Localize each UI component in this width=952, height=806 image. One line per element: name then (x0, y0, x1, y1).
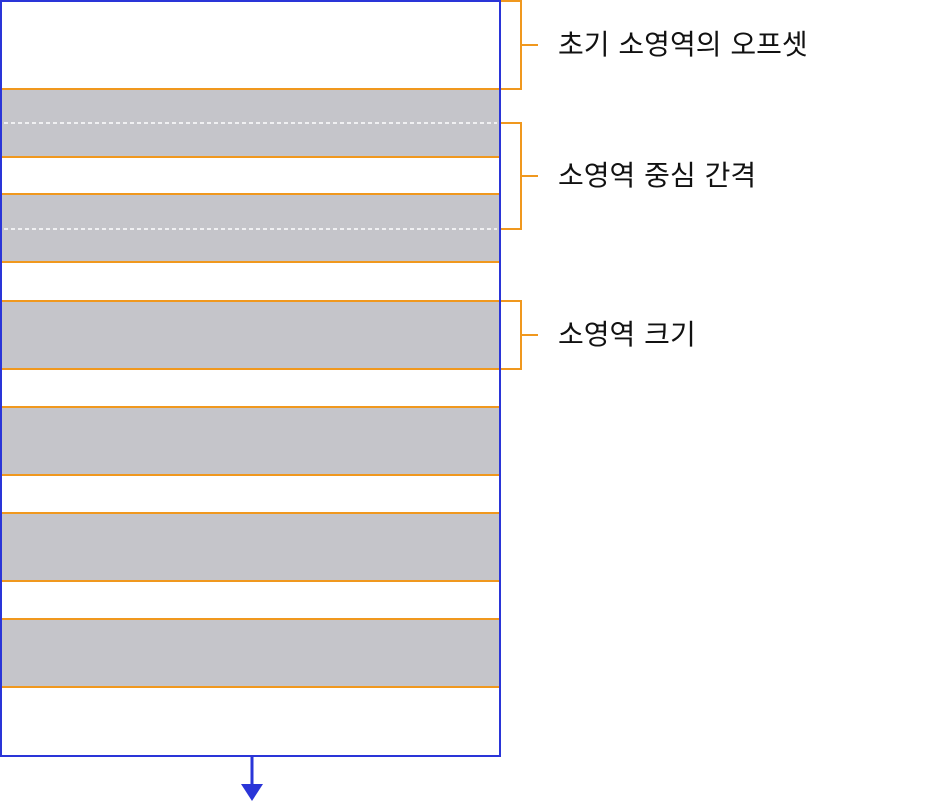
bracket (501, 300, 538, 370)
bands (0, 88, 501, 688)
region-outline (0, 0, 501, 757)
band (0, 406, 501, 476)
band (0, 618, 501, 688)
annotation-label: 소영역 크기 (558, 318, 696, 351)
brackets (501, 0, 538, 370)
arrow-head (241, 784, 263, 801)
bracket (501, 122, 538, 230)
bracket (501, 0, 538, 90)
band (0, 512, 501, 582)
annotation-label: 소영역 중심 간격 (558, 159, 756, 192)
annotation-label: 초기 소영역의 오프셋 (558, 28, 808, 61)
band (0, 300, 501, 370)
band (0, 193, 501, 263)
